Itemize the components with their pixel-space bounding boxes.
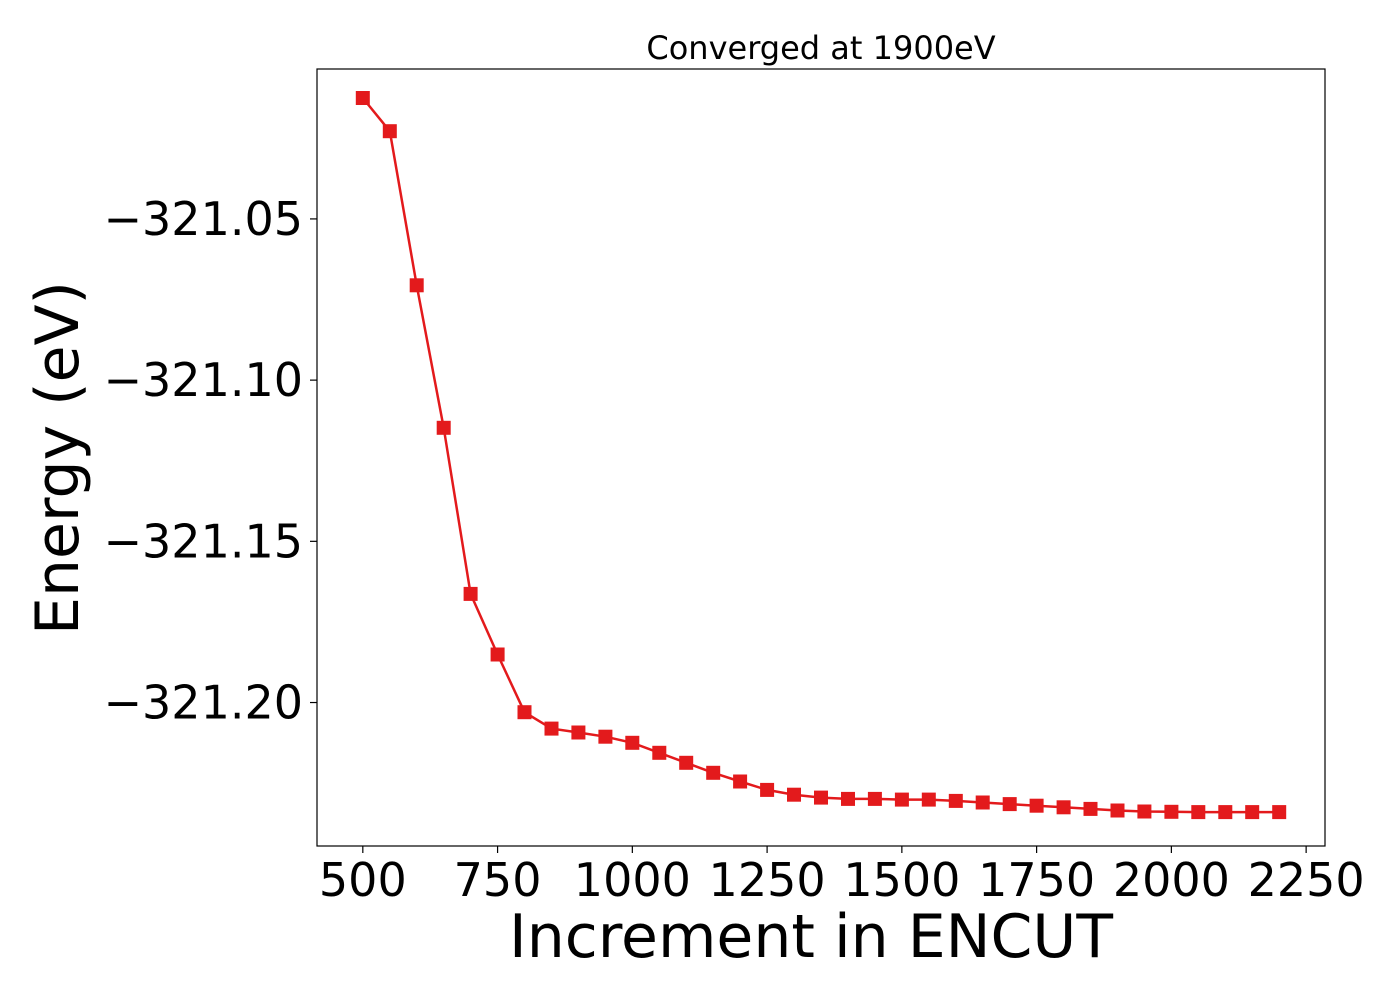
series-markers (355, 91, 1287, 820)
series-line (361, 97, 1280, 814)
data-point (1164, 804, 1179, 819)
y-axis-label: Energy (eV) (23, 281, 93, 635)
data-point (1002, 797, 1017, 812)
y-tick-label: −321.20 (104, 676, 304, 730)
y-axis: −321.05 −321.10 −321.15 −321.20 (104, 192, 317, 730)
x-tick-label: 2250 (1248, 853, 1365, 907)
x-tick-label: 1250 (709, 853, 826, 907)
data-point (571, 725, 586, 740)
x-tick-label: 1500 (843, 853, 960, 907)
y-tick-label: −321.05 (104, 192, 304, 246)
x-tick-label: 1750 (978, 853, 1095, 907)
data-point (814, 790, 828, 805)
data-point (1029, 798, 1044, 813)
data-point (436, 420, 451, 435)
data-point (490, 647, 505, 662)
data-point (355, 91, 370, 105)
data-point (894, 792, 909, 807)
data-point (1245, 805, 1260, 820)
data-point (544, 721, 559, 736)
y-tick-label: −321.15 (104, 514, 304, 568)
data-point (948, 793, 963, 808)
data-point (598, 729, 613, 744)
x-axis: 500 750 1000 1250 1500 1750 2000 2250 (319, 846, 1365, 907)
x-tick-label: 750 (454, 853, 542, 907)
data-point (679, 755, 694, 770)
data-point (517, 705, 532, 720)
data-point (1110, 803, 1125, 818)
y-tick-label: −321.10 (104, 353, 304, 407)
x-axis-label: Increment in ENCUT (509, 902, 1113, 972)
data-point (382, 124, 397, 139)
data-point (787, 787, 801, 802)
data-point (625, 735, 640, 750)
data-point (760, 782, 775, 797)
data-point (921, 792, 936, 807)
chart-title: Converged at 1900eV (646, 29, 995, 67)
x-tick-label: 2000 (1113, 853, 1230, 907)
data-point (1191, 805, 1206, 820)
data-point (463, 586, 478, 601)
data-point (1272, 805, 1287, 820)
data-point (409, 278, 424, 293)
data-point (652, 745, 667, 760)
data-point (1137, 804, 1152, 819)
data-point (733, 774, 748, 789)
x-tick-label: 1000 (574, 853, 691, 907)
data-point (975, 795, 990, 810)
data-point (706, 765, 721, 780)
data-point (1056, 800, 1071, 815)
data-point (1218, 805, 1233, 820)
data-point (841, 791, 855, 806)
plot-frame (316, 68, 1326, 847)
x-tick-label: 500 (319, 853, 407, 907)
data-point (1083, 801, 1098, 816)
data-point (867, 791, 882, 806)
